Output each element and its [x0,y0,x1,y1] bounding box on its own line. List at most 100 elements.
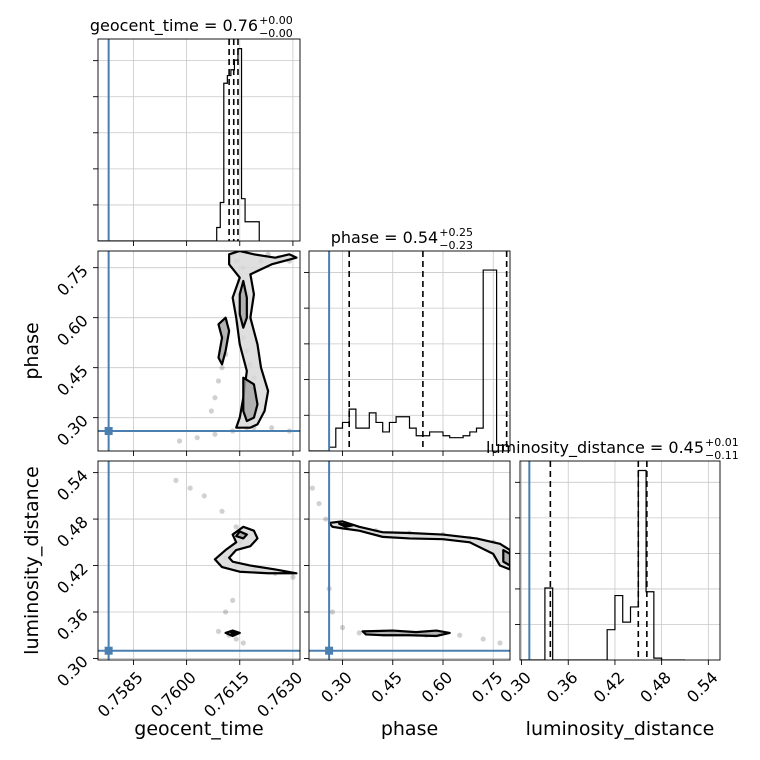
sample-point [219,508,225,514]
x-tick-label: 0.7630 [253,668,306,721]
sample-point [457,632,463,638]
x-tick-label: 0.48 [636,668,675,707]
chart-root: geocent_time = 0.76 +0.00−0.00 phase = 0.5… [21,14,739,740]
x-tick-label: 0.30 [317,668,356,707]
hist-panel-geocent_time-content [98,39,300,241]
panel-phase-vs-luminosity_distance-content [309,461,510,660]
title-main: luminosity_distance = 0.45 [486,438,704,458]
panel-phase-vs-luminosity_distance-frame [308,460,511,661]
sample-point [173,477,179,483]
y-tick-label: 0.75 [53,261,92,300]
sample-point [219,365,225,371]
contour-level [217,316,231,366]
hist-title-luminosity_distance: luminosity_distance = 0.45 +0.01−0.11 [486,436,739,462]
hist-panel-geocent_time [93,38,301,246]
contour-level [338,522,354,528]
truth-marker [325,646,334,655]
title-minus: −0.00 [259,27,293,40]
title-plus: +0.01 [705,436,739,449]
sample-point [230,597,236,603]
hist-panel-geocent_time-frame [97,38,301,242]
y-tick-label: 0.48 [53,512,92,551]
sample-point [194,435,200,441]
sample-point [497,640,503,646]
sample-point [222,609,229,615]
title-main: phase = 0.54 [331,228,438,247]
sample-point [309,485,315,491]
sample-point [233,524,239,530]
title-plus: +0.25 [439,226,473,239]
sample-point [187,485,193,491]
sample-point [208,408,215,414]
sample-point [339,624,346,631]
panel-geocent_time-vs-phase-frame [97,250,301,452]
sample-point [329,609,336,615]
title-main: geocent_time = 0.76 [90,16,258,36]
contour-level [502,548,510,567]
sample-point [240,640,246,646]
hist-panel-luminosity_distance: 0.30 0.36 0.42 0.48 0.54 [496,460,722,707]
sample-point [212,431,218,437]
hist-step-luminosity_distance [520,469,685,660]
x-tick-label: 0.42 [590,668,629,707]
x-tick-label: 0.36 [543,668,582,707]
sample-point [356,630,362,636]
panel-geocent_time-vs-luminosity_distance-frame [97,460,301,661]
x-tick-label: 0.54 [683,668,722,707]
y-tick-label: 0.60 [53,311,92,350]
sample-point [215,378,222,384]
x-axis-label-luminosity_distance: luminosity_distance [526,718,715,740]
sample-point [215,628,222,634]
sample-point [480,636,486,642]
panel-phase-vs-luminosity_distance: 0.30 0.45 0.60 0.75 [304,460,511,707]
panel-geocent_time-vs-phase-content [98,251,300,451]
sample-point [201,493,207,499]
sample-point [233,636,239,642]
title-minus: −0.11 [705,449,739,462]
contour-level [228,251,298,429]
hist-panel-phase [304,250,511,456]
x-tick-label: 0.30 [496,668,535,707]
contour-level [328,520,510,571]
contour-level [213,525,298,575]
hist-title-geocent_time: geocent_time = 0.76 +0.00−0.00 [90,14,293,40]
x-axis-label-geocent_time: geocent_time [134,718,263,740]
panel-geocent_time-vs-luminosity_distance: 0.7585 0.7600 0.7615 0.7630 0.30 0.36 0.42 0.48… [53,460,306,721]
y-axis-label-luminosity_distance: luminosity_distance [21,466,43,655]
contour-level [235,530,248,540]
hist-step-phase [309,269,510,451]
panel-geocent_time-vs-phase: 0.30 0.45 0.60 0.75 [53,250,301,456]
y-axis-label-phase: phase [21,322,43,379]
contour-level [238,279,248,329]
hist-panel-phase-frame [308,250,511,452]
hist-step-geocent_time [98,48,260,241]
panel-geocent_time-vs-luminosity_distance-content [98,461,300,660]
x-tick-label: 0.7615 [200,668,253,721]
y-tick-label: 0.42 [53,559,92,598]
hist-panel-phase-content [309,251,510,451]
sample-point [290,574,296,580]
contour-level [229,631,238,636]
x-tick-label: 0.7585 [94,668,147,721]
y-tick-label: 0.30 [53,652,92,691]
sample-point [212,395,218,401]
truth-marker [104,646,113,655]
sample-point [323,516,329,522]
y-tick-label: 0.30 [53,411,92,450]
hist-panel-luminosity_distance-frame [519,460,721,661]
x-axis-label-phase: phase [381,718,438,740]
contour-level [361,629,451,638]
x-tick-label: 0.7600 [147,668,200,721]
title-plus: +0.00 [259,14,293,27]
sample-point [316,500,322,507]
x-tick-label: 0.45 [367,668,406,707]
sample-point [269,425,275,431]
y-tick-label: 0.45 [53,361,92,400]
title-minus: −0.23 [439,239,473,252]
y-tick-label: 0.36 [53,605,92,644]
hist-title-phase: phase = 0.54 +0.25−0.23 [331,226,473,252]
sample-point [176,438,183,444]
hist-panel-luminosity_distance-content [520,461,720,660]
truth-marker [104,427,113,435]
